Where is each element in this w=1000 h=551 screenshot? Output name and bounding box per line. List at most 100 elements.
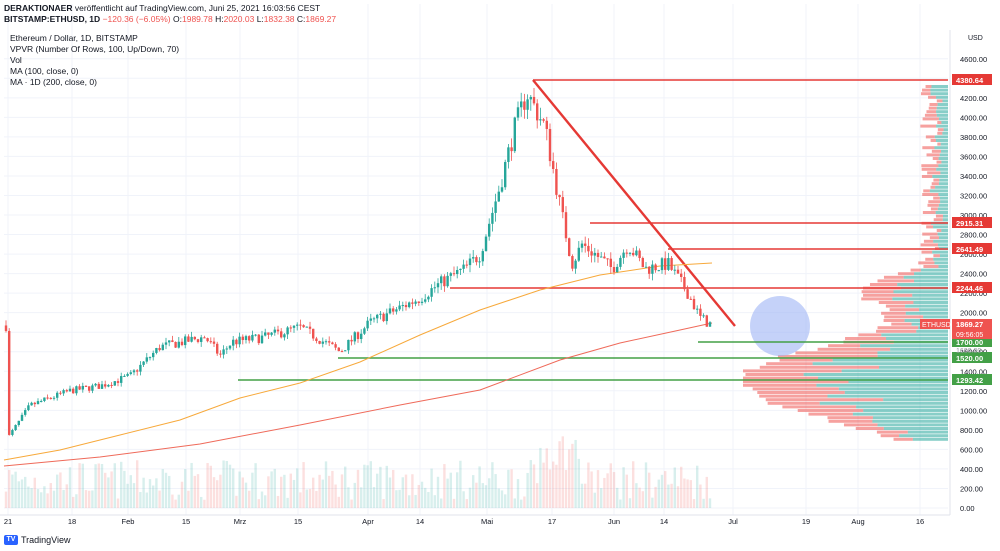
vpvr-up-bar	[860, 344, 948, 348]
vpvr-down-bar	[927, 171, 941, 175]
volume-bar	[65, 484, 68, 508]
vpvr-down-bar	[827, 416, 873, 420]
candle-body	[40, 400, 43, 402]
candle-body	[116, 381, 120, 383]
low-value: 1832.38	[263, 14, 295, 24]
volume-bar	[251, 472, 254, 508]
volume-bar	[606, 473, 609, 508]
vpvr-up-bar	[943, 128, 948, 132]
x-tick-label: 18	[68, 517, 76, 526]
volume-bar	[507, 469, 510, 508]
volume-bar	[184, 469, 187, 508]
volume-bar	[248, 490, 251, 508]
vpvr-down-bar	[889, 308, 920, 312]
candle-body	[606, 258, 609, 260]
volume-bar	[385, 465, 388, 508]
vpvr-down-bar	[921, 175, 933, 178]
candle-body	[491, 212, 494, 224]
candle-body	[616, 266, 619, 273]
volume-bar	[545, 448, 548, 508]
time-axis[interactable]: 21 18 Feb 15 Mrz 15 Apr 14 Mai 17 Jun 14 Jul 19 Aug 16	[0, 514, 950, 526]
candle-body	[20, 414, 24, 421]
volume-bar	[552, 461, 555, 508]
candle-body	[673, 269, 676, 271]
volume-bar	[683, 478, 686, 508]
volume-bar	[267, 476, 270, 508]
candle-body	[104, 384, 107, 387]
volume-bar	[280, 476, 283, 508]
volume-bar	[388, 477, 392, 508]
price-label-bg	[952, 374, 992, 385]
volume-bar	[376, 473, 379, 508]
candle-body	[184, 336, 187, 346]
indicator-ma100[interactable]: MA (100, close, 0)	[10, 66, 79, 76]
candle-body	[212, 341, 216, 344]
indicator-main[interactable]: Ethereum / Dollar, 1D, BITSTAMP	[10, 33, 138, 43]
vpvr-up-bar	[932, 250, 948, 254]
candle-body	[568, 238, 571, 257]
vpvr-down-bar	[928, 200, 941, 204]
candle-body	[36, 401, 40, 405]
price-axis[interactable]: 4600.004400.004200.004000.003800.003600.…	[949, 30, 987, 515]
y-tick-label: 2600.00	[960, 250, 987, 259]
volume-bar	[414, 494, 417, 508]
vpvr-up-bar	[942, 99, 948, 103]
tradingview-brand[interactable]: TV TradingView	[4, 535, 71, 545]
vpvr-up-bar	[941, 160, 948, 164]
indicator-vol[interactable]: Vol	[10, 55, 22, 65]
indicator-vpvr[interactable]: VPVR (Number Of Rows, 100, Up/Down, 70)	[10, 44, 180, 54]
vpvr-up-bar	[940, 200, 948, 204]
candle-body	[356, 332, 360, 340]
volume-bar	[529, 460, 532, 508]
volume-bar	[302, 462, 305, 508]
x-tick-label: 15	[294, 517, 302, 526]
vpvr-up-bar	[890, 347, 948, 351]
vpvr-up-bar	[934, 135, 948, 139]
volume-bar	[584, 483, 587, 508]
volume-bar	[612, 472, 616, 508]
indicator-ma200[interactable]: MA · 1D (200, close, 0)	[10, 77, 97, 87]
candle-body	[52, 397, 56, 399]
candle-body	[232, 339, 235, 346]
candle-body	[392, 308, 395, 312]
y-tick-label: 2200.00	[960, 289, 987, 298]
x-tick-label: Jun	[608, 517, 620, 526]
volume-bar	[353, 482, 356, 508]
candle-body	[244, 336, 248, 341]
vpvr-down-bar	[931, 182, 939, 186]
volume-bar	[283, 474, 286, 508]
volume-bar	[660, 474, 664, 508]
candle-body	[456, 269, 459, 275]
volume-bar	[164, 472, 168, 508]
volume-bar	[148, 479, 152, 508]
candle-body	[264, 332, 267, 336]
candle-body	[148, 357, 152, 359]
candle-body	[408, 302, 411, 308]
volume-bar	[84, 490, 88, 508]
x-tick-label: 14	[416, 517, 424, 526]
vpvr-up-bar	[934, 146, 948, 150]
volume-bar	[225, 460, 228, 508]
volume-bar	[702, 498, 705, 508]
candle-body	[590, 251, 593, 256]
candle-body	[462, 264, 465, 269]
candle-body	[414, 301, 417, 304]
volume-bar	[699, 484, 702, 508]
candle-body	[177, 341, 180, 348]
volume-bar	[168, 475, 171, 508]
candle-body	[312, 328, 315, 339]
vpvr-up-bar	[940, 171, 948, 175]
publisher-name[interactable]: DERAKTIONAER	[4, 3, 73, 13]
candle-body	[683, 276, 686, 290]
vpvr-down-bar	[926, 153, 940, 157]
vpvr-up-bar	[838, 387, 948, 391]
y-tick-label: 600.00	[960, 445, 983, 454]
candle-body	[161, 344, 164, 351]
volume-bar	[500, 490, 504, 508]
candle-body	[97, 383, 100, 389]
candle-body	[91, 385, 94, 391]
candle-body	[664, 258, 667, 270]
vpvr-down-bar	[861, 297, 893, 301]
y-tick-label: 4600.00	[960, 55, 987, 64]
